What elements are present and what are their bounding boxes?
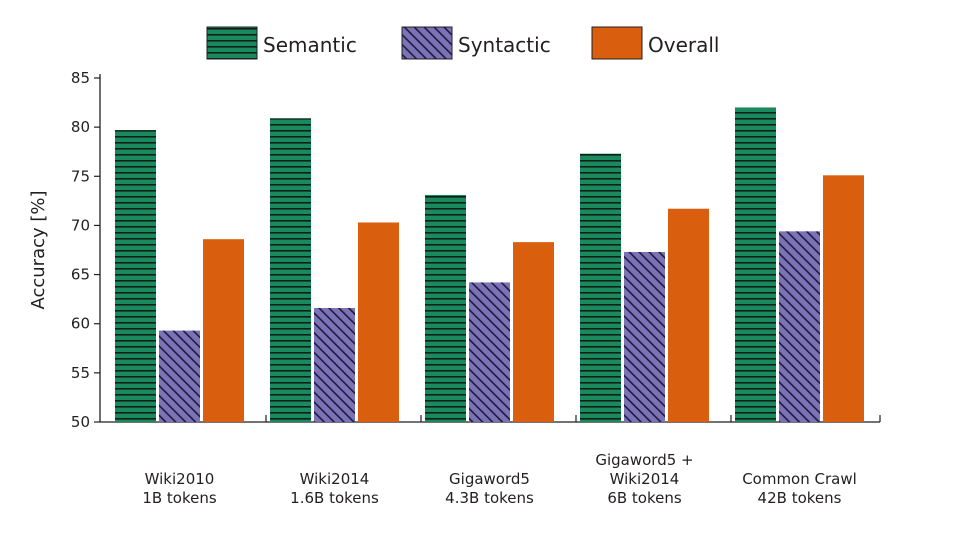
x-category-label: Wiki2010: [145, 470, 215, 488]
x-category-label: Wiki2014: [610, 470, 680, 488]
bar-overall: [513, 242, 554, 422]
y-tick-label: 55: [71, 364, 90, 382]
y-tick-label: 75: [71, 167, 90, 185]
y-axis-title: Accuracy [%]: [28, 190, 49, 309]
x-category-label: Gigaword5: [449, 470, 530, 488]
bar-semantic: [115, 130, 156, 422]
y-tick-label: 70: [71, 216, 90, 234]
bar-syntactic: [469, 282, 510, 422]
bar-syntactic: [624, 251, 665, 422]
bar-overall: [203, 239, 244, 422]
legend: Semantic Syntactic Overall: [206, 26, 719, 60]
legend-label-syntactic: Syntactic: [458, 33, 551, 57]
y-tick-label: 80: [71, 118, 90, 136]
bar-semantic: [425, 194, 466, 422]
y-tick-label: 60: [71, 315, 90, 333]
x-category-label: 6B tokens: [607, 489, 682, 507]
legend-swatch-semantic: [206, 26, 258, 60]
x-category-label: Gigaword5 +: [595, 451, 693, 469]
y-tick-label: 50: [71, 413, 90, 431]
y-tick-label: 65: [71, 266, 90, 284]
x-category-label: 1.6B tokens: [290, 489, 379, 507]
legend-swatch-overall: [591, 26, 643, 60]
x-category-label: 4.3B tokens: [445, 489, 534, 507]
x-category-label: 42B tokens: [758, 489, 842, 507]
legend-label-overall: Overall: [648, 33, 719, 57]
x-category-label: Wiki2014: [300, 470, 370, 488]
bar-semantic: [580, 153, 621, 422]
bar-overall: [358, 222, 399, 422]
legend-label-semantic: Semantic: [263, 33, 357, 57]
bar-syntactic: [779, 231, 820, 422]
x-category-label: 1B tokens: [142, 489, 217, 507]
bar-semantic: [270, 118, 311, 422]
y-tick-label: 85: [71, 69, 90, 87]
bar-overall: [668, 208, 709, 422]
bar-syntactic: [314, 307, 355, 422]
bars: [115, 107, 864, 422]
bar-overall: [823, 175, 864, 422]
bar-semantic: [735, 107, 776, 422]
bar-syntactic: [159, 330, 200, 422]
legend-swatch-syntactic: [401, 26, 453, 60]
x-category-label: Common Crawl: [742, 470, 857, 488]
